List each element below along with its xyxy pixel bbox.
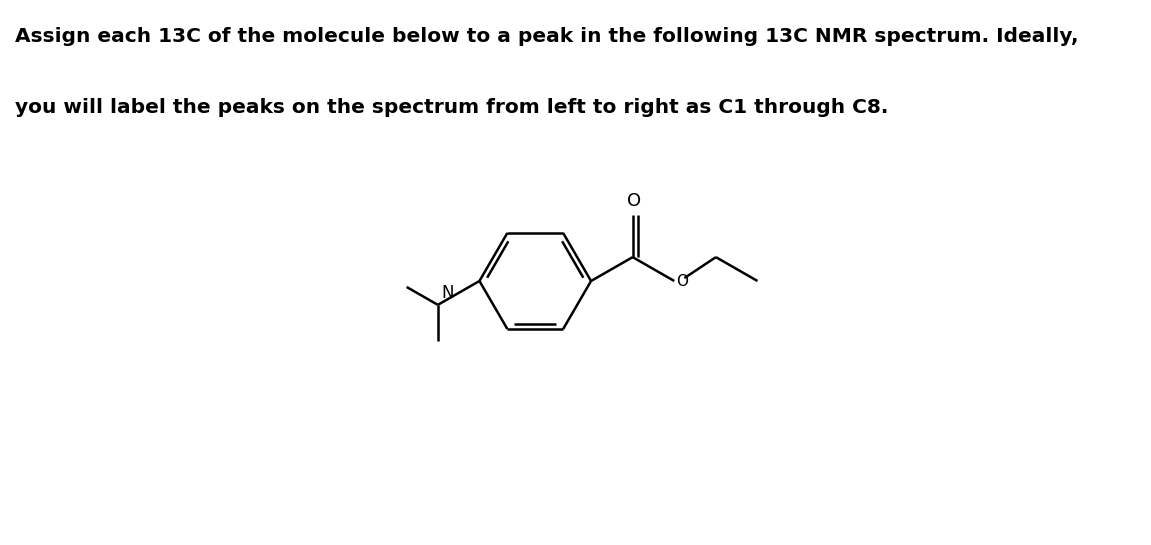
Text: you will label the peaks on the spectrum from left to right as C1 through C8.: you will label the peaks on the spectrum… [15,98,889,117]
Text: O: O [676,274,688,289]
Text: O: O [627,192,641,210]
Text: Assign each 13C of the molecule below to a peak in the following 13C NMR spectru: Assign each 13C of the molecule below to… [15,27,1078,46]
Text: N: N [441,284,453,302]
